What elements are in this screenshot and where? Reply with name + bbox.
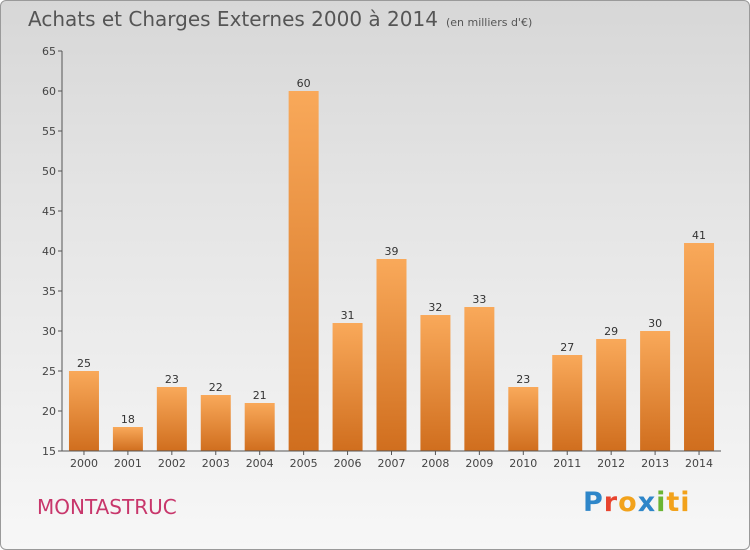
chart-title: Achats et Charges Externes 2000 à 2014 (e… [28, 7, 532, 31]
chart-title-text: Achats et Charges Externes 2000 à 2014 [28, 7, 438, 31]
bar-value-label: 32 [428, 301, 442, 314]
x-tick-label: 2006 [334, 457, 362, 470]
logo-letter-i: i [656, 487, 667, 518]
y-tick-label: 60 [42, 85, 56, 98]
bar-value-label: 22 [209, 381, 223, 394]
y-tick-label: 35 [42, 285, 56, 298]
bar-value-label: 31 [341, 309, 355, 322]
bar-2006 [332, 323, 363, 451]
y-tick-label: 25 [42, 365, 56, 378]
bar-value-label: 27 [560, 341, 574, 354]
x-tick-label: 2002 [158, 457, 186, 470]
bar-2005 [288, 91, 319, 451]
bar-2008 [420, 315, 451, 451]
bar-2011 [552, 355, 583, 451]
bar-value-label: 39 [385, 245, 399, 258]
logo-letter-o: o [618, 487, 638, 518]
x-tick-label: 2009 [465, 457, 493, 470]
x-tick-label: 2005 [290, 457, 318, 470]
x-tick-label: 2003 [202, 457, 230, 470]
commune-name: MONTASTRUC [37, 495, 177, 519]
y-tick-label: 55 [42, 125, 56, 138]
x-tick-label: 2000 [70, 457, 98, 470]
x-tick-label: 2012 [597, 457, 625, 470]
x-tick-label: 2008 [421, 457, 449, 470]
y-tick-label: 45 [42, 205, 56, 218]
bar-value-label: 21 [253, 389, 267, 402]
y-tick-label: 50 [42, 165, 56, 178]
y-tick-label: 15 [42, 445, 56, 458]
bar-2010 [508, 387, 539, 451]
bar-value-label: 18 [121, 413, 135, 426]
bar-2013 [640, 331, 671, 451]
chart-subtitle: (en milliers d'€) [445, 16, 533, 29]
bar-2012 [596, 339, 627, 451]
bar-2007 [376, 259, 407, 451]
y-tick-label: 30 [42, 325, 56, 338]
x-tick-label: 2014 [685, 457, 713, 470]
bar-value-label: 23 [165, 373, 179, 386]
bar-2000 [68, 371, 99, 451]
x-tick-label: 2010 [509, 457, 537, 470]
bar-2003 [200, 395, 231, 451]
bar-2014 [684, 243, 715, 451]
x-tick-label: 2013 [641, 457, 669, 470]
y-tick-label: 40 [42, 245, 56, 258]
bar-value-label: 25 [77, 357, 91, 370]
y-tick-label: 65 [42, 45, 56, 58]
bar-2001 [112, 427, 143, 451]
bar-value-label: 33 [472, 293, 486, 306]
logo-letter-ti: ti [666, 487, 691, 518]
bar-2004 [244, 403, 275, 451]
x-tick-label: 2004 [246, 457, 274, 470]
logo-letter-p: P [583, 487, 604, 518]
bar-value-label: 30 [648, 317, 662, 330]
x-tick-label: 2011 [553, 457, 581, 470]
bar-2002 [156, 387, 187, 451]
logo-letter-x: x [637, 487, 657, 518]
bar-value-label: 41 [692, 229, 706, 242]
bar-2009 [464, 307, 495, 451]
y-tick-label: 20 [42, 405, 56, 418]
bar-value-label: 23 [516, 373, 530, 386]
x-tick-label: 2007 [378, 457, 406, 470]
proxiti-logo: Proxiti [583, 487, 691, 518]
x-tick-label: 2001 [114, 457, 142, 470]
bar-value-label: 60 [297, 77, 311, 90]
bar-value-label: 29 [604, 325, 618, 338]
logo-letter-r: r [603, 487, 619, 518]
